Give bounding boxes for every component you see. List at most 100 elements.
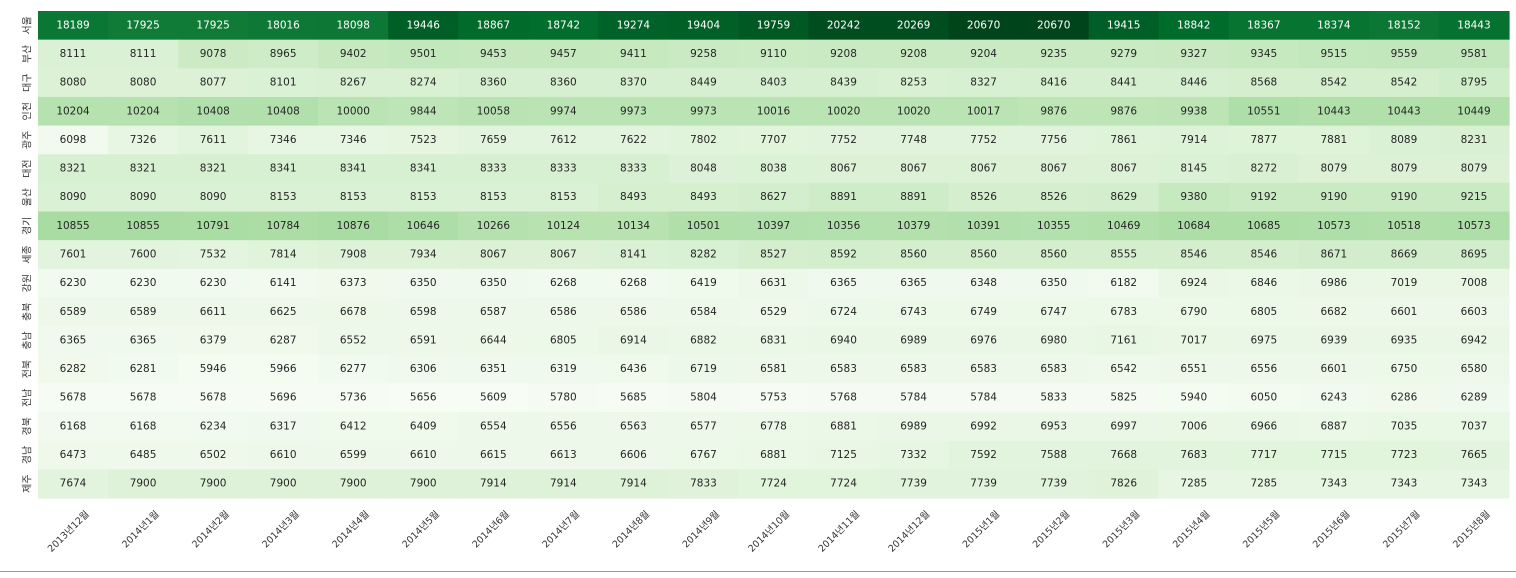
cell-value-label: 6976 xyxy=(970,334,997,346)
heatmap-cell xyxy=(1298,440,1370,470)
heatmap-cell xyxy=(318,440,389,470)
heatmap-cell xyxy=(878,96,950,127)
cell-value-label: 7622 xyxy=(620,134,647,146)
cell-value-label: 7833 xyxy=(690,478,717,490)
cell-value-label: 8079 xyxy=(1321,163,1348,175)
heatmap-cell xyxy=(1018,469,1090,499)
cell-value-label: 7914 xyxy=(1180,134,1207,146)
heatmap-cell xyxy=(388,125,459,155)
cell-value-label: 6419 xyxy=(690,277,717,289)
heatmap-cell xyxy=(528,268,599,299)
heatmap-cell xyxy=(878,412,950,442)
heatmap-cell xyxy=(1438,96,1510,127)
heatmap-cell xyxy=(1368,354,1440,385)
cell-value-label: 6409 xyxy=(410,420,437,432)
cell-value-label: 6230 xyxy=(200,277,227,289)
heatmap-cell xyxy=(948,268,1020,299)
heatmap-cell xyxy=(1228,11,1300,41)
heatmap-cell xyxy=(598,96,670,127)
cell-value-label: 7881 xyxy=(1321,134,1348,146)
cell-value-label: 10058 xyxy=(477,105,510,117)
heatmap-cell xyxy=(948,440,1020,470)
heatmap-cell xyxy=(318,383,389,413)
cell-value-label: 6882 xyxy=(690,334,717,346)
heatmap-cell xyxy=(388,469,459,499)
cell-value-label: 7717 xyxy=(1250,449,1277,461)
cell-value-label: 9258 xyxy=(690,48,717,60)
heatmap-cell xyxy=(1158,412,1230,442)
cell-value-label: 5784 xyxy=(900,392,927,404)
cell-value-label: 6724 xyxy=(830,306,857,318)
heatmap-cell xyxy=(1158,182,1230,213)
heatmap-cell xyxy=(38,354,109,385)
cell-value-label: 6743 xyxy=(900,306,927,318)
cell-value-label: 10408 xyxy=(196,105,229,117)
cell-value-label: 8111 xyxy=(60,48,87,60)
heatmap-cell xyxy=(1228,154,1300,184)
heatmap-cell xyxy=(668,469,740,499)
cell-value-label: 7802 xyxy=(690,134,717,146)
heatmap-cell xyxy=(1158,211,1230,241)
cell-value-label: 8153 xyxy=(410,191,437,203)
heatmap-cell xyxy=(528,440,599,470)
cell-value-label: 8282 xyxy=(690,249,717,261)
heatmap-cell xyxy=(598,39,670,69)
heatmap-cell xyxy=(948,39,1020,69)
heatmap-cell xyxy=(1298,68,1370,98)
cell-value-label: 6598 xyxy=(410,306,437,318)
heatmap-cell xyxy=(738,412,810,442)
heatmap-cell xyxy=(1438,469,1510,499)
heatmap-cell xyxy=(1018,182,1090,213)
heatmap-cell xyxy=(948,383,1020,413)
cell-value-label: 6350 xyxy=(410,277,437,289)
heatmap-cell xyxy=(1298,240,1370,270)
cell-value-label: 18367 xyxy=(1247,19,1280,31)
row-label: 경기 xyxy=(21,217,34,235)
heatmap-cell xyxy=(248,297,319,327)
cell-value-label: 6997 xyxy=(1110,420,1137,432)
cell-value-label: 10408 xyxy=(266,105,299,117)
cell-value-label: 8272 xyxy=(1250,163,1277,175)
heatmap-cell xyxy=(808,182,880,213)
heatmap-cell xyxy=(878,125,950,155)
column-label: 2015년6월 xyxy=(1310,508,1352,550)
cell-value-label: 8067 xyxy=(830,163,857,175)
row-label: 광주 xyxy=(22,131,34,149)
heatmap-cell xyxy=(1088,440,1160,470)
heatmap-cell xyxy=(458,440,529,470)
cell-value-label: 10397 xyxy=(757,220,790,232)
heatmap-cell xyxy=(598,440,670,470)
heatmap-cell xyxy=(1438,297,1510,327)
cell-value-label: 7017 xyxy=(1180,334,1207,346)
heatmap-cell xyxy=(1088,469,1160,499)
cell-value-label: 8669 xyxy=(1391,249,1418,261)
heatmap-cell xyxy=(38,383,109,413)
cell-value-label: 6747 xyxy=(1040,306,1067,318)
cell-value-label: 7008 xyxy=(1461,277,1488,289)
cell-value-label: 8546 xyxy=(1180,249,1207,261)
cell-value-label: 5696 xyxy=(270,392,297,404)
heatmap-cell xyxy=(808,125,880,155)
cell-value-label: 8542 xyxy=(1321,77,1348,89)
cell-value-label: 8360 xyxy=(480,77,507,89)
heatmap-cell xyxy=(178,182,249,213)
cell-value-label: 6610 xyxy=(270,449,297,461)
heatmap-cell xyxy=(878,182,950,213)
cell-value-label: 8370 xyxy=(620,77,647,89)
cell-value-label: 18189 xyxy=(56,19,89,31)
heatmap-cell xyxy=(878,211,950,241)
cell-value-label: 10356 xyxy=(827,220,861,232)
heatmap-cell xyxy=(528,297,599,327)
heatmap-cell xyxy=(1228,268,1300,299)
cell-value-label: 9327 xyxy=(1180,48,1207,60)
cell-value-label: 18742 xyxy=(547,19,580,31)
cell-value-label: 7900 xyxy=(200,478,227,490)
heatmap-cell xyxy=(1088,96,1160,127)
cell-value-label: 6783 xyxy=(1110,306,1137,318)
cell-value-label: 6583 xyxy=(830,363,857,375)
heatmap-cell xyxy=(808,39,880,69)
heatmap-cell xyxy=(1158,96,1230,127)
cell-value-label: 9110 xyxy=(760,48,787,60)
heatmap-cell xyxy=(108,68,179,98)
heatmap-cell xyxy=(668,125,740,155)
